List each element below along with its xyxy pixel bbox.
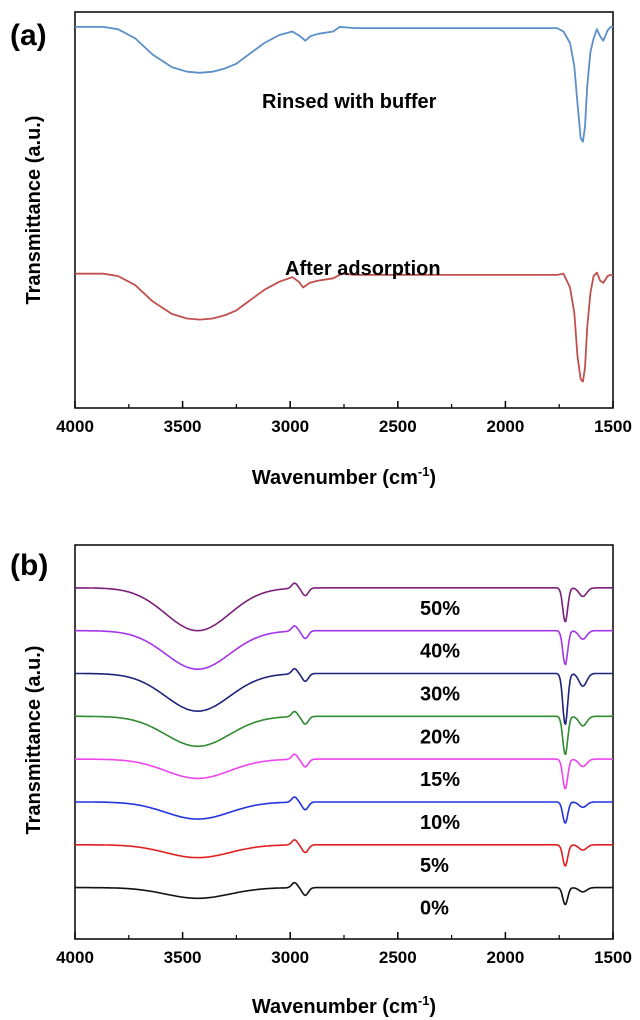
panel-a-x-axis-title-close: )	[429, 467, 436, 489]
panel-a-x-tick-label: 4000	[56, 417, 94, 436]
panel-b-x-axis-title-sup: -1	[418, 993, 430, 1008]
panel-b-x-ticks: 4000 3500 3000 2500 2000 1500	[56, 932, 632, 967]
series-label-10pct: 10%	[420, 812, 460, 834]
panel-a-x-tick-label: 1500	[594, 417, 632, 436]
series-label-50pct: 50%	[420, 598, 460, 620]
series-line-5pct	[75, 839, 613, 867]
panel-a-x-axis-title-text: Wavenumber (cm	[252, 467, 418, 489]
panel-b-series-labels: 50% 40% 30% 20% 15% 10% 5% 0%	[420, 598, 460, 920]
series-line-40pct	[75, 625, 613, 670]
panel-b-y-axis-title: Transmittance (a.u.)	[23, 646, 45, 835]
panel-a-label: (a)	[10, 19, 47, 52]
panel-a-x-tick-label: 2500	[379, 417, 417, 436]
series-label-5pct: 5%	[420, 855, 449, 877]
panel-b-x-tick-label: 2500	[379, 948, 417, 967]
series-line-0pct	[75, 881, 613, 906]
series-line-rinsed-with-buffer	[75, 26, 613, 143]
panel-a-plot-area	[75, 26, 613, 383]
series-line-30pct	[75, 667, 613, 725]
panel-a-x-tick-label: 3500	[164, 417, 202, 436]
panel-a-x-ticks: 4000 3500 3000 2500 2000 1500	[56, 401, 632, 436]
panel-b-x-axis-title-close: )	[429, 996, 436, 1018]
series-line-10pct	[75, 796, 613, 824]
panel-b-x-axis-title-text: Wavenumber (cm	[252, 996, 418, 1018]
annotation-after-adsorption: After adsorption	[285, 258, 441, 280]
panel-b-x-tick-label: 3500	[164, 948, 202, 967]
panel-b-x-tick-label: 2000	[486, 948, 524, 967]
panel-a-y-axis-title: Transmittance (a.u.)	[23, 116, 45, 305]
panel-b-x-axis-title: Wavenumber (cm-1)	[252, 993, 436, 1018]
series-label-20pct: 20%	[420, 726, 460, 748]
panel-b-frame	[74, 544, 614, 940]
series-label-30pct: 30%	[420, 683, 460, 705]
series-line-20pct	[75, 710, 613, 756]
series-line-15pct	[75, 753, 613, 790]
panel-b-label: (b)	[10, 549, 48, 582]
panel-b-x-tick-label: 4000	[56, 948, 94, 967]
panel-a: (a) 4000 3500 3000 2500 2000 1500 Rinsed with…	[10, 11, 632, 489]
panel-a-x-axis-title-sup: -1	[418, 464, 430, 479]
series-label-40pct: 40%	[420, 641, 460, 663]
panel-a-x-tick-label: 3000	[271, 417, 309, 436]
panel-b-x-tick-label: 3000	[271, 948, 309, 967]
panel-a-frame	[74, 11, 614, 409]
panel-b-x-tick-label: 1500	[594, 948, 632, 967]
series-label-15pct: 15%	[420, 769, 460, 791]
series-label-0pct: 0%	[420, 898, 449, 920]
series-line-after-adsorption	[75, 271, 613, 383]
panel-a-x-axis-title: Wavenumber (cm-1)	[252, 464, 436, 489]
series-line-50pct	[75, 582, 613, 632]
panel-a-x-tick-label: 2000	[486, 417, 524, 436]
annotation-rinsed: Rinsed with buffer	[262, 91, 437, 113]
panel-b: (b) 4000 3500 3000 2500 2000 1500 50% 40% 30% 20…	[10, 544, 632, 1018]
panel-b-plot-area	[75, 582, 613, 906]
